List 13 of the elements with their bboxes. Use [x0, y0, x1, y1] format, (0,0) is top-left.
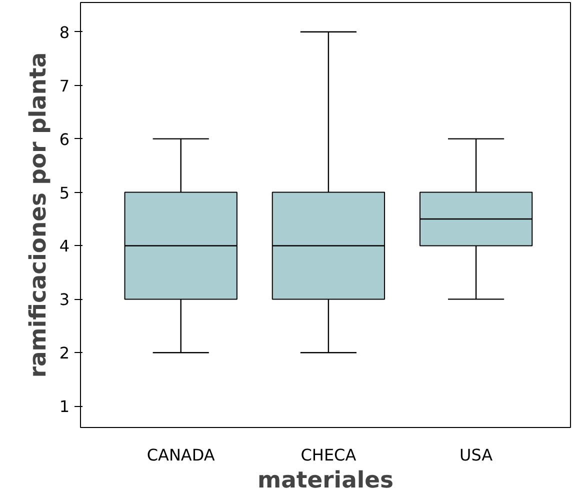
y-tick-label: 8 [59, 22, 70, 42]
y-tick-label: 3 [59, 290, 70, 310]
x-tick-label: CHECA [300, 446, 356, 464]
x-tick-label: CANADA [146, 446, 215, 464]
y-tick-label: 5 [59, 183, 70, 202]
y-tick-label: 1 [59, 397, 70, 416]
y-tick-label: 4 [59, 236, 70, 256]
y-tick-label: 2 [59, 344, 70, 363]
x-tick-label: USA [459, 446, 493, 464]
y-tick-label: 6 [59, 130, 70, 149]
y-axis-title: ramificaciones por planta [25, 52, 52, 378]
x-axis-title: materiales [258, 468, 394, 494]
y-tick-label: 7 [59, 76, 70, 96]
